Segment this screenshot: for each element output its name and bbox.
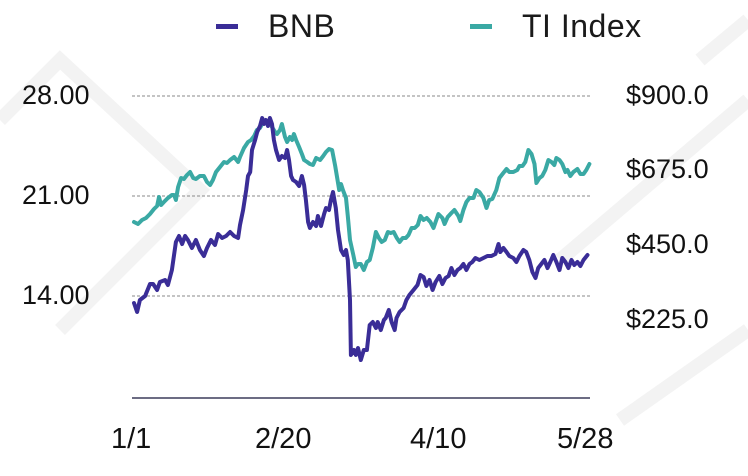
right-axis-tick: $450.0 bbox=[626, 229, 709, 259]
right-axis-tick: $225.0 bbox=[626, 304, 709, 334]
x-axis-tick: 2/20 bbox=[255, 423, 312, 455]
left-axis-tick: 21.00 bbox=[22, 180, 90, 210]
left-axis-tick: 28.00 bbox=[22, 80, 90, 110]
legend-item-bnb[interactable]: BNB bbox=[216, 4, 335, 48]
right-axis-tick: $900.0 bbox=[626, 80, 709, 110]
x-axis-tick: 4/10 bbox=[410, 423, 467, 455]
legend-item-ti-index[interactable]: TI Index bbox=[470, 4, 642, 48]
legend-swatch-ti-index bbox=[470, 23, 492, 29]
legend: BNB TI Index bbox=[0, 4, 748, 48]
legend-label: TI Index bbox=[522, 7, 642, 44]
left-axis-tick: 14.00 bbox=[22, 280, 90, 310]
gridlines bbox=[132, 95, 590, 297]
series-line-ti-index bbox=[132, 118, 592, 272]
series-line-bnb bbox=[132, 116, 590, 362]
x-axis-tick: 1/1 bbox=[111, 423, 152, 455]
legend-label: BNB bbox=[268, 7, 336, 44]
x-axis-tick: 5/28 bbox=[557, 423, 614, 455]
right-axis-tick: $675.0 bbox=[626, 154, 709, 184]
legend-swatch-bnb bbox=[216, 23, 238, 29]
